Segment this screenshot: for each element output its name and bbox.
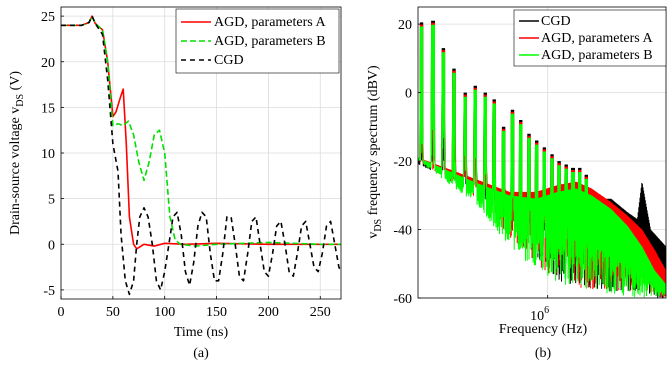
chart-a-caption: (a) [193,346,209,361]
chart-b-y-tick-label: -40 [393,224,412,239]
chart-a-y-tick-label: 25 [41,10,55,25]
chart-a-legend-label-agd-a: AGD, parameters A [214,15,326,30]
chart-b-y-axis-label: vDS frequency spectrum (dBV) [366,65,384,239]
chart-b-y-tick-label: 20 [398,18,412,33]
chart-a-y-tick-label: 0 [48,238,55,253]
chart-b-x-axis-label: Frequency (Hz) [499,322,588,337]
chart-b-y-axis-label-v: v [366,232,381,239]
chart-a-series [61,15,342,296]
chart-a-x-axis-label: Time (ns) [174,325,229,340]
chart-b-y-axis-label-subscript: DS [373,219,384,232]
chart-a-x-tick-label: 150 [206,305,227,320]
chart-b-legend-box [513,9,667,67]
chart-b-caption: (b) [535,346,552,361]
chart-b-series-agd-b [418,24,666,298]
chart-a-legend: AGD, parameters A AGD, parameters B CGD [175,8,340,74]
chart-a-y-axis-label-unit: (V) [8,71,23,94]
chart-a-y-tick-label: 15 [41,101,55,116]
chart-a-legend-label-cgd: CGD [214,53,244,68]
chart-a-y-tick-label: 5 [48,193,55,208]
chart-a-series-cgd [61,15,342,296]
chart-b-legend-label-agd-a: AGD, parameters A [541,31,653,46]
chart-a-x-tick-label: 100 [154,305,175,320]
chart-a-x-tick-label: 200 [258,305,279,320]
chart-a-y-tick-label: -5 [43,284,55,299]
chart-b-x-tick-label: 106 [530,305,549,324]
chart-b-series [418,20,666,298]
chart-b-legend-label-agd-b: AGD, parameters B [541,48,653,63]
chart-a-x-tick-label: 250 [310,305,331,320]
chart-a-x-tick-label: 50 [106,305,120,320]
chart-a-legend-label-agd-b: AGD, parameters B [214,34,326,49]
chart-b-frequency-spectrum: -60 -40 -20 0 20 106 CGD AGD, parameters A AG… [366,6,667,361]
chart-b-y-tick-label: -20 [393,155,412,170]
chart-b-plot-frame [417,6,667,299]
chart-a-y-axis-label-subscript: DS [15,94,26,107]
chart-a-y-axis-label-main: Drain-source voltage v [8,107,23,235]
chart-b-legend-label-cgd: CGD [541,14,571,29]
chart-b-ticks: -60 -40 -20 0 20 106 [393,18,549,324]
chart-a-y-tick-label: 20 [41,56,55,71]
chart-a-x-tick-label: 0 [58,305,65,320]
chart-b-legend: CGD AGD, parameters A AGD, parameters B [513,9,667,67]
chart-a-y-axis-label: Drain-source voltage vDS (V) [8,71,26,235]
chart-b-y-tick-label: -60 [393,292,412,307]
chart-b-y-axis-label-rest: frequency spectrum (dBV) [366,65,381,219]
chart-b-y-tick-label: 0 [405,87,412,102]
chart-a-y-tick-label: 10 [41,147,55,162]
